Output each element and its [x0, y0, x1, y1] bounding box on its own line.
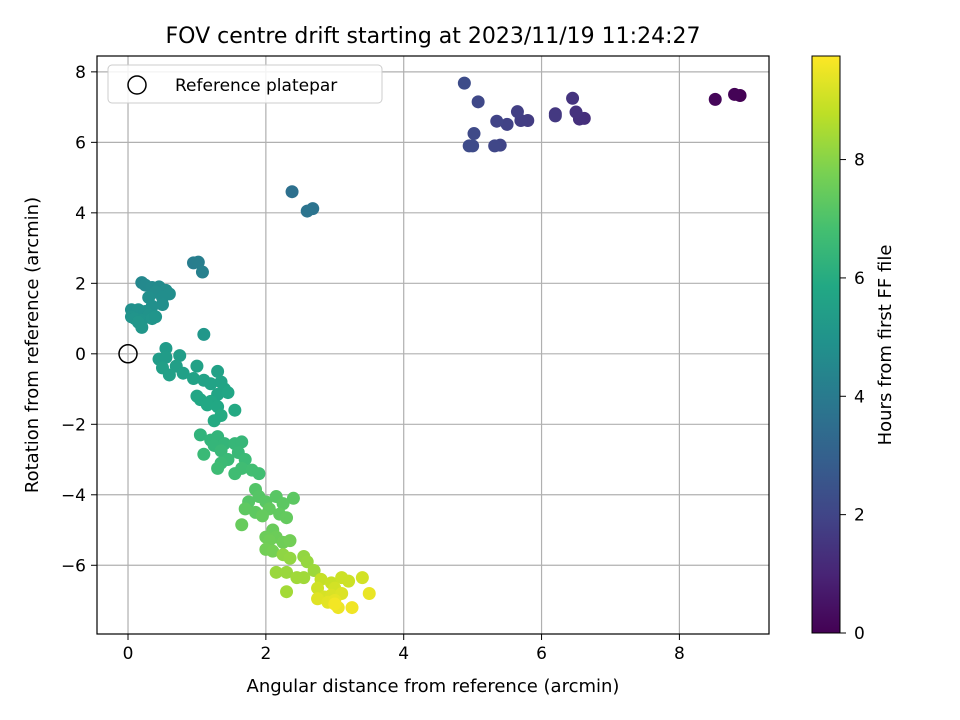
- y-tick-label: 2: [75, 274, 86, 294]
- data-point: [221, 386, 235, 400]
- data-point: [176, 366, 190, 380]
- data-point: [300, 555, 314, 569]
- data-point: [283, 551, 297, 565]
- data-point: [510, 105, 524, 119]
- colorbar-tick-label: 2: [854, 506, 865, 526]
- legend: Reference platepar: [107, 64, 383, 104]
- data-point: [285, 185, 299, 199]
- data-point: [266, 544, 280, 558]
- y-tick-label: 6: [75, 133, 86, 153]
- data-point: [500, 117, 514, 131]
- data-point: [342, 574, 356, 588]
- data-point: [488, 139, 502, 153]
- legend-box: [107, 64, 383, 104]
- data-point: [255, 509, 269, 523]
- colorbar-tick-label: 4: [854, 387, 865, 407]
- data-point: [467, 127, 481, 141]
- data-point: [235, 518, 249, 532]
- data-point: [286, 491, 300, 505]
- x-tick-label: 6: [536, 644, 547, 664]
- data-point: [566, 91, 580, 105]
- scatter-points: [124, 76, 747, 615]
- data-point: [328, 597, 342, 611]
- data-point: [197, 447, 211, 461]
- data-point: [131, 315, 145, 329]
- data-point: [728, 87, 742, 101]
- data-point: [149, 310, 163, 324]
- data-point: [186, 371, 200, 385]
- data-point: [280, 565, 294, 579]
- colorbar-tick-label: 6: [854, 269, 865, 289]
- y-tick-label: −4: [61, 486, 86, 506]
- data-point: [466, 139, 480, 153]
- x-tick-label: 4: [398, 644, 409, 664]
- data-point: [457, 76, 471, 90]
- data-point: [297, 571, 311, 585]
- y-tick-label: −2: [61, 415, 86, 435]
- data-point: [548, 109, 562, 123]
- data-point: [195, 265, 209, 279]
- y-tick-label: −6: [61, 556, 86, 576]
- data-point: [211, 364, 225, 378]
- x-tick-label: 0: [123, 644, 134, 664]
- colorbar-label: Hours from first FF file: [875, 245, 896, 446]
- data-point: [159, 350, 173, 364]
- data-point: [191, 255, 205, 269]
- data-point: [155, 297, 169, 311]
- data-point: [173, 349, 187, 363]
- x-axis-label: Angular distance from reference (arcmin): [247, 676, 620, 697]
- colorbar-tick-label: 8: [854, 151, 865, 171]
- y-axis-label: Rotation from reference (arcmin): [22, 197, 43, 493]
- legend-marker-reference: [127, 75, 147, 95]
- data-point: [569, 105, 583, 119]
- data-point: [280, 511, 294, 525]
- data-point: [190, 359, 204, 373]
- x-tick-label: 2: [260, 644, 271, 664]
- data-point: [280, 585, 294, 599]
- data-point: [307, 564, 321, 578]
- y-tick-label: 4: [75, 204, 86, 224]
- data-point: [283, 534, 297, 548]
- colorbar-tick-label: 0: [854, 624, 865, 644]
- data-point: [214, 444, 228, 458]
- chart-title: FOV centre drift starting at 2023/11/19 …: [166, 24, 701, 49]
- data-point: [490, 114, 504, 128]
- data-point: [252, 467, 266, 481]
- y-tick-label: 8: [75, 63, 86, 83]
- data-point: [355, 571, 369, 585]
- data-point: [207, 414, 221, 428]
- data-point: [345, 601, 359, 615]
- legend-label-reference: Reference platepar: [175, 76, 337, 96]
- axis-ticks: 0 2 4 6 8 −6 −4 −2 0 2 4 6 8: [61, 63, 685, 664]
- data-point: [269, 565, 283, 579]
- data-point: [211, 461, 225, 475]
- data-point: [197, 327, 211, 341]
- data-point: [708, 92, 722, 106]
- data-point: [300, 204, 314, 218]
- colorbar: [811, 55, 841, 634]
- data-point: [238, 502, 252, 516]
- data-point: [200, 398, 214, 412]
- x-tick-label: 8: [674, 644, 685, 664]
- data-point: [204, 377, 218, 391]
- data-point: [235, 435, 249, 449]
- data-point: [228, 403, 242, 417]
- data-point: [162, 368, 176, 382]
- reference-platepar-marker: [118, 344, 138, 364]
- data-point: [193, 428, 207, 442]
- colorbar-ticks: 0 2 4 6 8: [840, 151, 865, 644]
- y-tick-label: 0: [75, 345, 86, 365]
- data-point: [471, 95, 485, 109]
- data-point: [276, 497, 290, 511]
- data-point: [235, 461, 249, 475]
- data-point: [362, 586, 376, 600]
- data-point: [311, 581, 325, 595]
- data-point: [311, 592, 325, 606]
- plot-frame: [96, 55, 770, 635]
